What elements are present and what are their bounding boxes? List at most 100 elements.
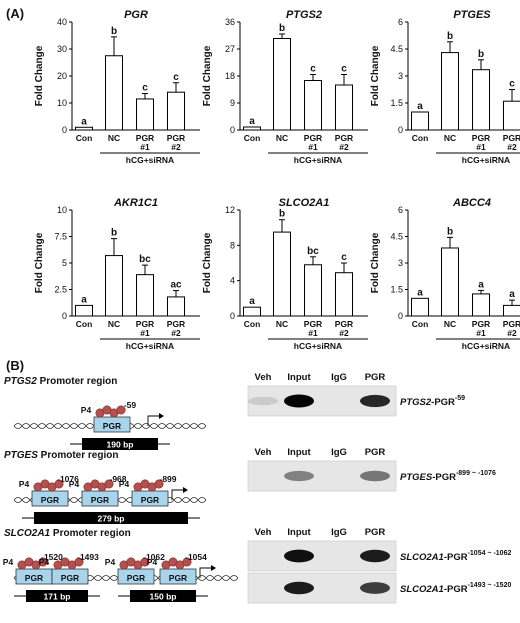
x-tick-label: PGR — [335, 319, 353, 329]
p4-molecule — [54, 479, 64, 489]
x-tick-sublabel: #1 — [476, 328, 486, 338]
lane-label: Input — [287, 527, 311, 538]
x-tick-label: PGR — [472, 319, 490, 329]
lane-label: Input — [287, 372, 311, 383]
chart-title: ABCC4 — [452, 197, 491, 209]
significance-letter: ac — [170, 280, 182, 291]
x-tick-sublabel: #1 — [308, 328, 318, 338]
amplicon-label: 150 bp — [150, 592, 177, 602]
x-tick-label: PGR — [503, 133, 520, 143]
significance-letter: bc — [307, 246, 319, 257]
lane-label: Veh — [255, 372, 272, 383]
p4-label: P4 — [81, 405, 92, 415]
forward-primer — [26, 593, 31, 599]
pgr-box-label: PGR — [169, 573, 187, 583]
bar — [411, 297, 429, 317]
y-tick-label: 4.5 — [390, 44, 403, 54]
site-position: -968 — [109, 474, 126, 484]
x-tick-label: PGR — [503, 319, 520, 329]
gel-band — [284, 394, 314, 408]
tss-arrowhead — [211, 565, 216, 571]
amplicon: 190 bp — [70, 438, 170, 450]
pgr-box-label: PGR — [91, 495, 109, 505]
lane-label: Veh — [255, 447, 272, 458]
y-tick-label: 0 — [62, 311, 67, 321]
bar — [136, 98, 154, 131]
bar — [273, 231, 291, 317]
y-tick-label: 1.5 — [390, 285, 403, 295]
amplicon-bar — [34, 512, 188, 524]
pgr-box-label: PGR — [25, 573, 43, 583]
pgr-binding-site: PGR P4 -899 — [119, 474, 177, 507]
y-axis-label: Fold Change — [370, 232, 381, 293]
tss-arrow — [171, 489, 183, 500]
y-tick-label: 9 — [230, 98, 235, 108]
y-axis-label: Fold Change — [34, 45, 45, 106]
x-tick-label: PGR — [167, 133, 185, 143]
significance-letter: b — [447, 226, 453, 237]
x-tick-sublabel: #1 — [140, 142, 150, 152]
chart-title: SLCO2A1 — [279, 197, 330, 209]
bar — [75, 126, 93, 131]
y-tick-label: 6 — [398, 205, 403, 215]
group-label: hCG+siRNA — [294, 341, 342, 351]
x-tick-label: PGR — [304, 133, 322, 143]
y-tick-label: 5 — [62, 258, 67, 268]
site-position: -1054 — [185, 552, 207, 562]
x-tick-label: PGR — [304, 319, 322, 329]
bar — [304, 80, 322, 131]
bar — [243, 126, 261, 131]
gel-row-label: PTGES-PGR-899 ~ -1076 — [400, 470, 496, 483]
panel-b-label: (B) — [6, 358, 25, 373]
chart-title: PGR — [124, 9, 148, 21]
x-tick-label: NC — [444, 133, 456, 143]
amplicon: 150 bp — [118, 590, 208, 602]
chart-title: PTGES — [453, 9, 491, 21]
p4-molecule — [182, 557, 192, 567]
gel-band — [248, 396, 278, 406]
bar — [503, 304, 520, 317]
group-label: hCG+siRNA — [126, 155, 174, 165]
p4-label: P4 — [39, 557, 50, 567]
lane-label: Veh — [255, 527, 272, 538]
bar — [441, 52, 459, 131]
y-tick-label: 4.5 — [390, 232, 403, 242]
promoter-title: PTGES Promoter region — [4, 450, 118, 461]
p4-molecule — [140, 557, 150, 567]
significance-letter: a — [249, 296, 255, 307]
y-tick-label: 0 — [398, 311, 403, 321]
significance-letter: a — [81, 116, 87, 127]
bar — [167, 91, 185, 131]
bar — [441, 247, 459, 317]
x-tick-label: NC — [276, 133, 288, 143]
tss-arrowhead — [159, 413, 164, 419]
significance-letter: b — [111, 228, 117, 239]
lane-label: Input — [287, 447, 311, 458]
p4-label: P4 — [147, 557, 158, 567]
y-tick-label: 10 — [57, 205, 67, 215]
pgr-box-label: PGR — [41, 495, 59, 505]
x-tick-label: PGR — [136, 133, 154, 143]
y-axis-label: Fold Change — [202, 45, 213, 106]
y-tick-label: 8 — [230, 240, 235, 250]
amplicon: 279 bp — [22, 512, 200, 524]
x-tick-label: NC — [108, 133, 120, 143]
p4-label: P4 — [19, 479, 30, 489]
x-tick-sublabel: #1 — [308, 142, 318, 152]
x-tick-label: Con — [244, 319, 261, 329]
significance-letter: a — [509, 289, 515, 300]
gel-row-label: SLCO2A1-PGR-1493 ~ -1520 — [400, 582, 511, 595]
site-position: -1076 — [57, 474, 79, 484]
significance-letter: c — [509, 79, 515, 90]
y-tick-label: 7.5 — [54, 232, 67, 242]
x-tick-label: Con — [412, 319, 429, 329]
reverse-primer — [153, 441, 158, 447]
x-tick-sublabel: #2 — [171, 142, 181, 152]
significance-letter: b — [478, 49, 484, 60]
significance-letter: c — [310, 64, 316, 75]
y-tick-label: 20 — [57, 71, 67, 81]
